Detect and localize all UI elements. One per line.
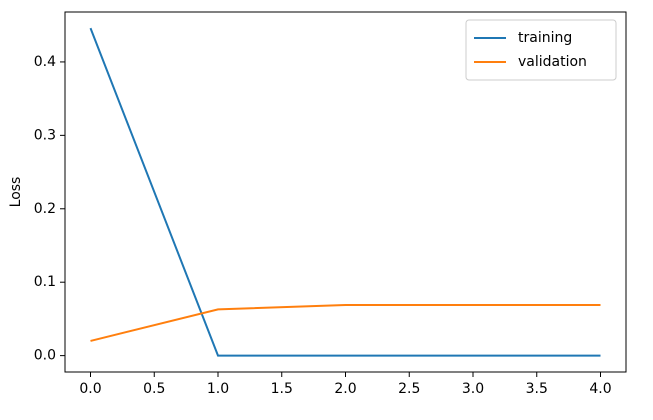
y-tick-label: 0.1 [34,274,56,290]
x-tick-label: 3.0 [462,381,484,397]
y-tick-label: 0.2 [34,201,56,217]
line-series [90,303,601,342]
x-tick-label: 2.0 [334,381,356,397]
legend-box [465,19,617,81]
y-tick-label: 0.4 [34,54,56,70]
x-tick-label: 0.5 [143,381,165,397]
plot-frame [64,11,627,373]
y-tick-label: 0.0 [34,348,56,364]
y-axis-label: Loss [8,177,24,208]
x-tick-label: 0.0 [79,381,101,397]
y-tick-label: 0.3 [34,127,56,143]
legend-label: training [518,30,572,46]
legend-label: validation [518,54,587,70]
x-tick-label: 1.0 [207,381,229,397]
x-tick-label: 4.0 [589,381,611,397]
x-tick-label: 1.5 [271,381,293,397]
x-tick-label: 3.5 [526,381,548,397]
x-tick-label: 2.5 [398,381,420,397]
line-series [89,27,601,357]
